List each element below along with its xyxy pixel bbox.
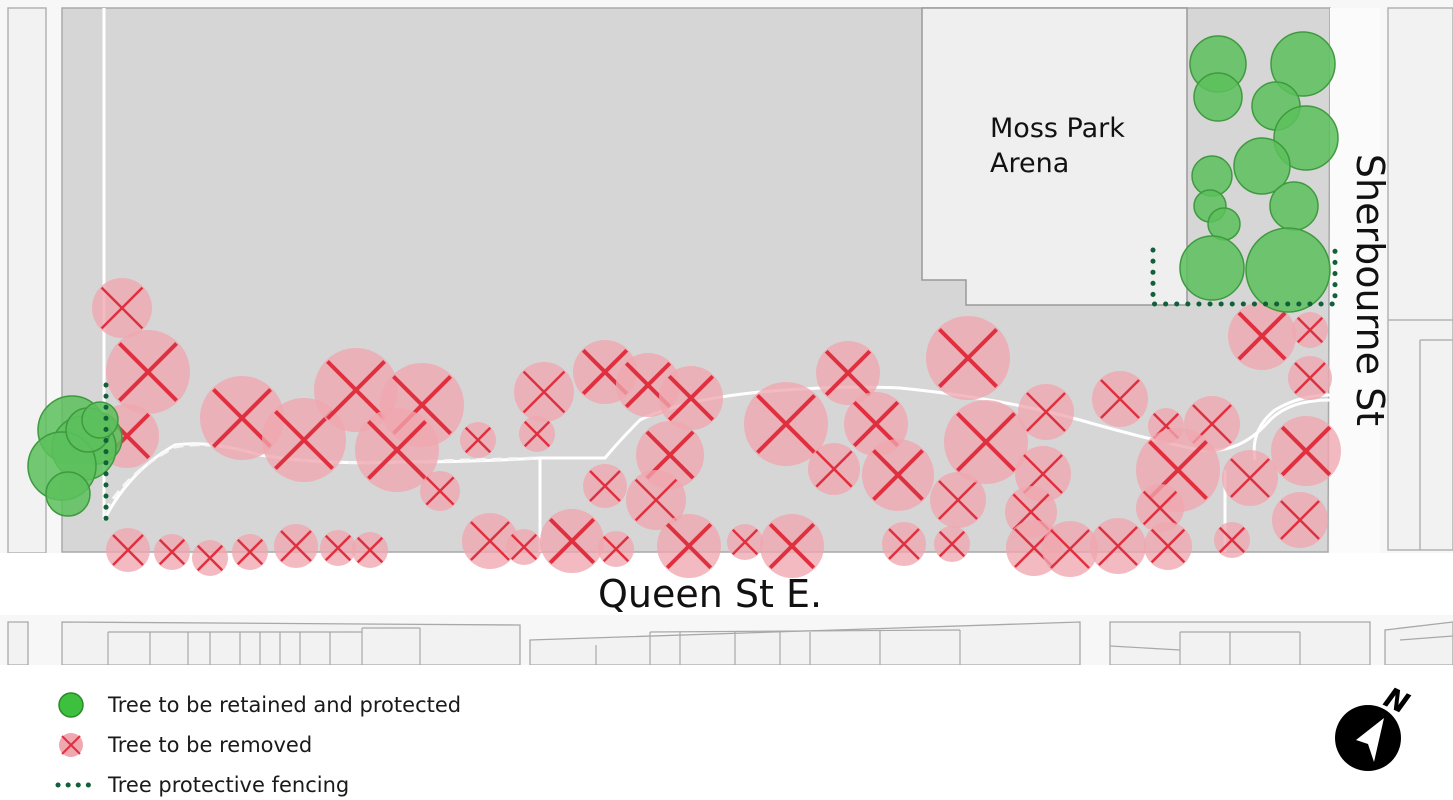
removed-tree [1271,416,1341,486]
removed-tree [944,400,1028,484]
removed-tree [1288,356,1332,400]
removed-tree [1092,371,1148,427]
removed-tree [934,526,970,562]
removed-tree [727,524,763,560]
retained-trees [27,31,1339,517]
arena-label: Moss Park Arena [990,111,1125,181]
removed-tree [274,524,318,568]
retained-tree [1269,181,1319,231]
removed-tree [816,341,880,405]
removed-tree [232,534,268,570]
removed-tree [598,531,634,567]
removed-tree [514,362,574,422]
north-arrow-icon: N [1335,681,1414,771]
retained-tree [81,401,119,439]
removed-tree [314,348,398,432]
removed-tree [1018,384,1074,440]
legend-item-retained: Tree to be retained and protected [52,690,461,720]
retained-tree [1179,235,1245,301]
removed-tree [657,514,721,578]
removed-tree [192,540,228,576]
removed-tree [420,471,460,511]
removed-tree [1214,522,1250,558]
removed-tree [882,522,926,566]
legend-item-fencing: Tree protective fencing [52,770,349,800]
removed-tree [154,534,190,570]
legend-label-removed: Tree to be removed [108,733,313,757]
removed-tree [1228,302,1296,370]
removed-tree [352,532,388,568]
legend-label-retained: Tree to be retained and protected [108,693,462,717]
removed-tree [106,528,150,572]
fencing-icon [55,782,98,788]
removed-tree [862,439,934,511]
retained-tree [1270,31,1336,97]
arena-label-line2: Arena [990,148,1070,179]
removed-tree [1222,450,1278,506]
removed-tree [355,408,439,492]
removed-tree [760,514,824,578]
legend-label-fencing: Tree protective fencing [108,773,350,797]
removed-tree [744,382,828,466]
removed-tree [106,330,190,414]
removed-tree [519,416,555,452]
removed-tree [583,464,627,508]
removed-tree [460,422,496,458]
retained-tree [1245,227,1331,313]
removed-tree [1136,484,1184,532]
removed-tree [1042,521,1098,577]
removed-tree [926,316,1010,400]
removed-trees [92,278,1341,578]
removed-tree [1090,518,1146,574]
arena-label-line1: Moss Park [990,113,1125,144]
south-parcels [7,621,1453,665]
east-parcel [1387,7,1453,551]
removed-tree [320,530,356,566]
retained-tree [45,471,91,517]
moss-park-arena [921,7,1188,306]
retained-tree [1233,137,1291,195]
removed-tree [1144,522,1192,570]
retained-tree-icon [58,692,84,718]
removed-tree [540,509,604,573]
removed-tree [1292,312,1328,348]
removed-tree [659,366,723,430]
south-parcel-lines [107,627,1453,665]
removed-tree [92,278,152,338]
removed-tree-icon [59,733,83,757]
site-map [7,7,1453,665]
retained-tree [1193,72,1243,122]
legend-item-removed: Tree to be removed [52,730,312,760]
removed-tree [506,529,542,565]
removed-tree [930,472,986,528]
removed-tree [808,443,860,495]
queen-street-label: Queen St E. [598,572,823,616]
removed-tree [262,398,346,482]
retained-tree [1207,207,1241,241]
retained-tree [1273,105,1339,171]
removed-tree [1272,492,1328,548]
protective-fencing [103,242,1338,525]
fencing-northeast [1150,242,1338,307]
removed-tree [626,470,686,530]
sherbourne-street-label: Sherbourne St [1348,153,1392,427]
removed-tree [462,513,518,569]
